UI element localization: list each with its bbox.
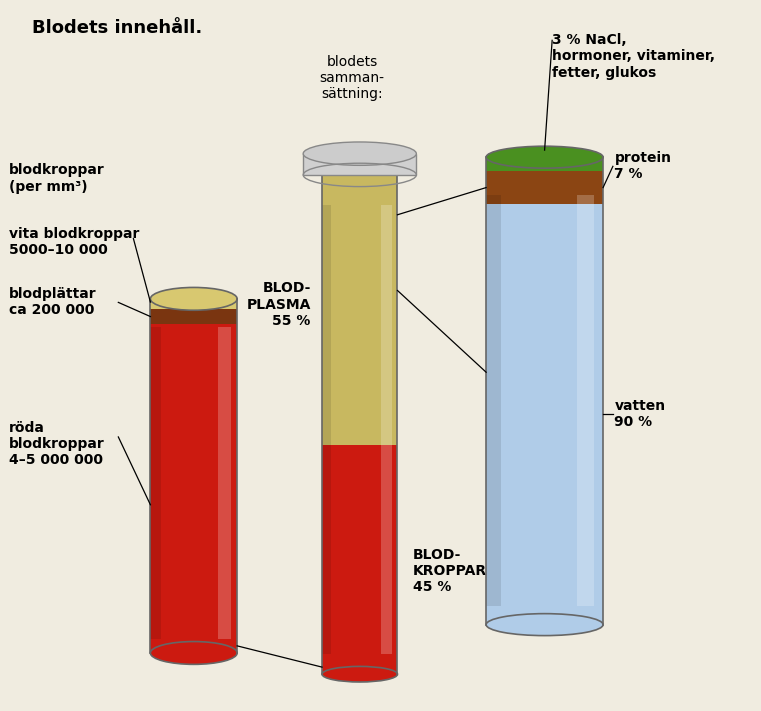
Text: blodets
samman-
sättning:: blodets samman- sättning:	[320, 55, 385, 101]
FancyBboxPatch shape	[151, 324, 237, 653]
FancyBboxPatch shape	[486, 204, 603, 625]
Ellipse shape	[322, 666, 397, 682]
FancyBboxPatch shape	[486, 195, 501, 606]
Ellipse shape	[151, 287, 237, 310]
Ellipse shape	[303, 142, 416, 166]
FancyBboxPatch shape	[151, 327, 161, 638]
FancyBboxPatch shape	[151, 309, 237, 324]
Text: röda
blodkroppar
4–5 000 000: röda blodkroppar 4–5 000 000	[9, 421, 105, 467]
FancyBboxPatch shape	[486, 171, 603, 204]
Ellipse shape	[322, 156, 397, 172]
Ellipse shape	[486, 614, 603, 636]
FancyBboxPatch shape	[322, 164, 397, 445]
Text: blodkroppar
(per mm³): blodkroppar (per mm³)	[9, 164, 105, 193]
FancyBboxPatch shape	[303, 154, 416, 175]
Text: vita blodkroppar
5000–10 000: vita blodkroppar 5000–10 000	[9, 227, 139, 257]
Ellipse shape	[486, 146, 603, 169]
FancyBboxPatch shape	[322, 205, 332, 654]
Text: protein
7 %: protein 7 %	[614, 151, 671, 181]
Text: BLOD-
PLASMA
55 %: BLOD- PLASMA 55 %	[247, 282, 310, 328]
Text: vatten
90 %: vatten 90 %	[614, 399, 666, 429]
Text: blodplättar
ca 200 000: blodplättar ca 200 000	[9, 287, 97, 318]
FancyBboxPatch shape	[151, 299, 237, 309]
FancyBboxPatch shape	[322, 445, 397, 674]
Text: Blodets innehåll.: Blodets innehåll.	[31, 19, 202, 37]
Text: BLOD-
KROPPAR
45 %: BLOD- KROPPAR 45 %	[412, 547, 487, 594]
FancyBboxPatch shape	[486, 157, 603, 171]
FancyBboxPatch shape	[380, 205, 392, 654]
FancyBboxPatch shape	[577, 195, 594, 606]
Ellipse shape	[151, 641, 237, 664]
FancyBboxPatch shape	[218, 327, 231, 638]
Text: 3 % NaCl,
hormoner, vitaminer,
fetter, glukos: 3 % NaCl, hormoner, vitaminer, fetter, g…	[552, 33, 715, 80]
